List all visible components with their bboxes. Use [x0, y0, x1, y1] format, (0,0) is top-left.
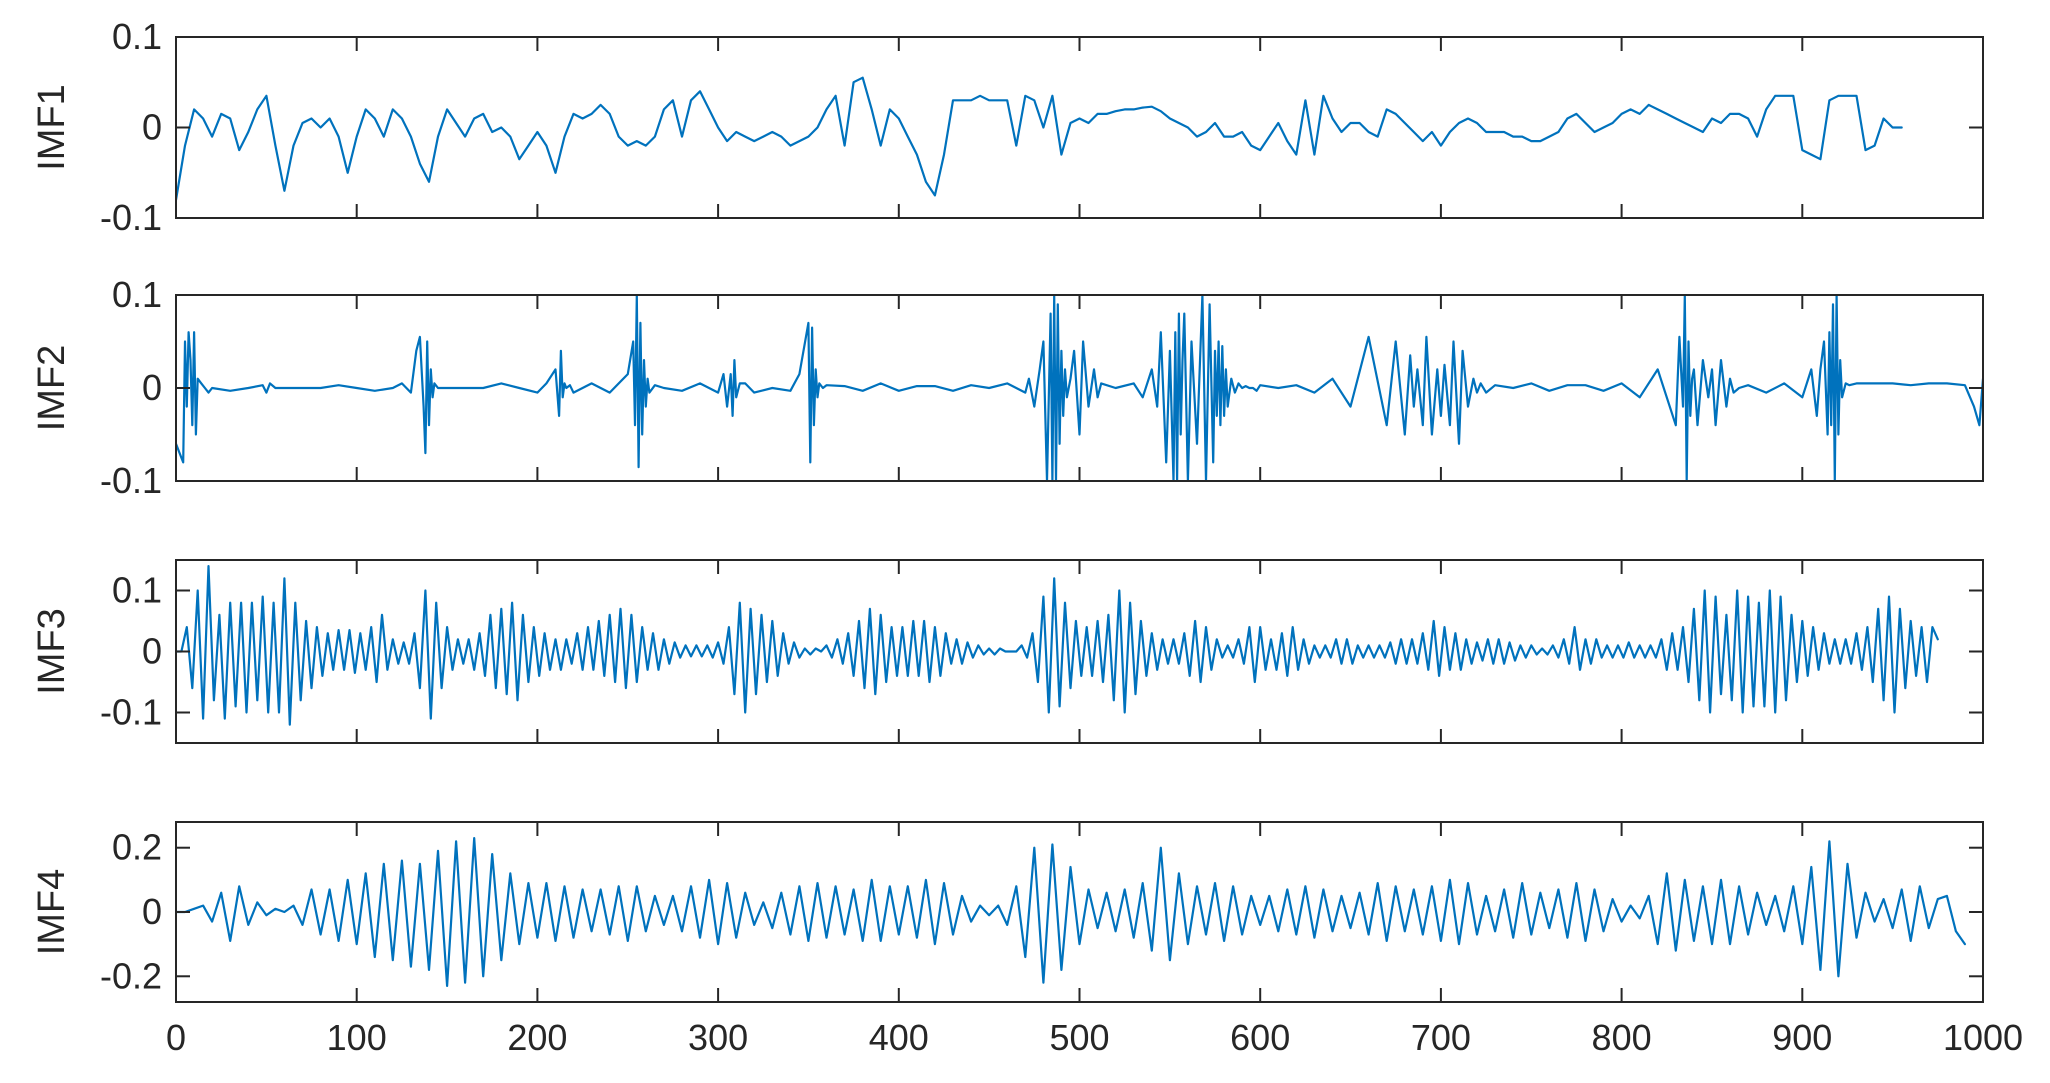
imf3-ytick-label: 0.1 [112, 570, 162, 611]
imf3-panel: -0.1 0 0.1 IMF3 [31, 559, 1984, 744]
imf2-ytick-label: 0.1 [112, 274, 162, 315]
imf3-ytick-label: 0 [142, 631, 162, 672]
imf1-ytick-label: -0.1 [100, 197, 162, 238]
imf4-ylabel: IMF4 [31, 869, 73, 956]
imf1-ylabel: IMF1 [31, 84, 73, 171]
xtick-label: 100 [327, 1017, 387, 1058]
imf2-ylabel: IMF2 [31, 345, 73, 432]
xtick-label: 600 [1230, 1017, 1290, 1058]
xtick-label: 800 [1592, 1017, 1652, 1058]
imf4-panel: -0.200.20 100 200 300 400 500 600 700 800 900 1000… [31, 821, 2023, 1058]
xtick-label: 900 [1772, 1017, 1832, 1058]
imf4-ytick-label: -0.2 [100, 955, 162, 996]
xtick-label: 500 [1049, 1017, 1109, 1058]
xtick-label: 1000 [1943, 1017, 2023, 1058]
imf4-ytick-label: 0 [142, 891, 162, 932]
imf2-ytick-label: 0 [142, 367, 162, 408]
imf4-ytick-label: 0.2 [112, 827, 162, 868]
xtick-label: 700 [1411, 1017, 1471, 1058]
xtick-label: 400 [869, 1017, 929, 1058]
imf4-series-line [176, 836, 1967, 988]
imf1-ytick-label: 0 [142, 107, 162, 148]
imf3-ytick-label: -0.1 [100, 692, 162, 733]
imf1-series-line [176, 76, 1903, 201]
xtick-label: 300 [688, 1017, 748, 1058]
imf1-axes-frame [175, 36, 1984, 219]
imf2-ytick-label: -0.1 [100, 460, 162, 501]
imf2-series-line [176, 295, 1983, 481]
xtick-label: 0 [166, 1017, 186, 1058]
imf3-ylabel: IMF3 [31, 608, 73, 695]
imf1-ytick-label: 0.1 [112, 16, 162, 57]
imf3-series-line [176, 564, 1939, 726]
xtick-label: 200 [507, 1017, 567, 1058]
imf1-panel: -0.1 0 0.1 IMF1 [31, 16, 1984, 238]
imf2-panel: -0.1 0 0.1 IMF2 [31, 274, 1984, 501]
